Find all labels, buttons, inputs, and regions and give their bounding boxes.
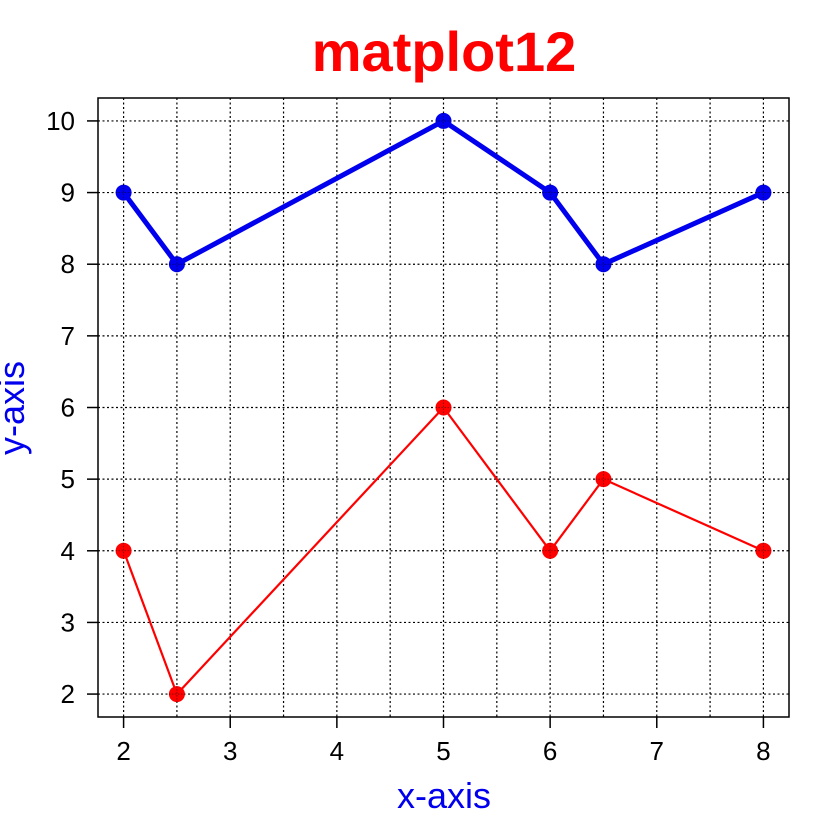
data-point — [595, 256, 612, 273]
y-tick-label: 5 — [61, 464, 75, 494]
y-axis: 2 3 4 5 6 7 8 9 10 — [46, 106, 98, 709]
x-tick-label: 4 — [330, 736, 344, 766]
data-point — [755, 542, 772, 559]
y-tick-label: 4 — [61, 536, 75, 566]
data-point — [435, 399, 452, 416]
x-tick-label: 8 — [756, 736, 770, 766]
y-tick-label: 8 — [61, 249, 75, 279]
x-tick-label: 6 — [543, 736, 557, 766]
y-tick-label: 2 — [61, 679, 75, 709]
series-layer — [115, 112, 772, 703]
y-axis-title: y-axis — [0, 361, 32, 455]
data-point — [435, 112, 452, 129]
data-point — [168, 256, 185, 273]
series-1 — [115, 112, 772, 273]
data-point — [115, 542, 132, 559]
data-point — [542, 542, 559, 559]
chart-title: matplot12 — [312, 20, 577, 83]
y-tick-label: 3 — [61, 607, 75, 637]
series-line — [122, 406, 764, 696]
data-point — [115, 184, 132, 201]
series-2 — [115, 399, 772, 703]
x-axis: 2 3 4 5 6 7 8 — [116, 717, 771, 766]
series-line — [121, 118, 765, 267]
y-tick-label: 6 — [61, 393, 75, 423]
x-tick-label: 7 — [650, 736, 664, 766]
y-tick-label: 10 — [46, 106, 75, 136]
data-point — [755, 184, 772, 201]
y-tick-label: 9 — [61, 178, 75, 208]
x-tick-label: 2 — [116, 736, 130, 766]
x-tick-label: 5 — [436, 736, 450, 766]
data-point — [168, 686, 185, 703]
data-point — [542, 184, 559, 201]
x-axis-title: x-axis — [397, 775, 491, 816]
x-tick-label: 3 — [223, 736, 237, 766]
y-tick-label: 7 — [61, 321, 75, 351]
data-point — [595, 471, 612, 488]
